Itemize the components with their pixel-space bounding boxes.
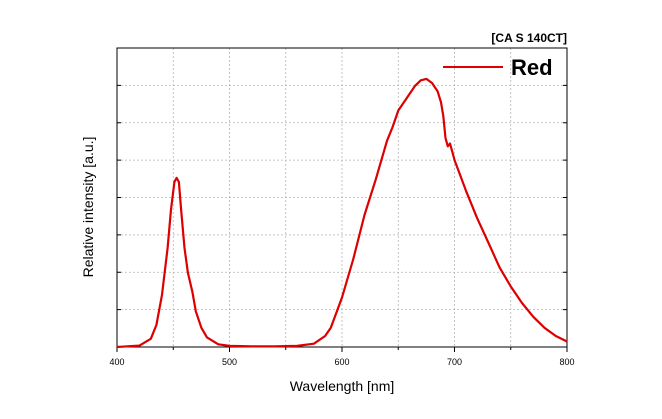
- axis-ticks: [116, 84, 568, 352]
- x-tick-label: 500: [222, 357, 237, 367]
- x-tick-label: 700: [447, 357, 462, 367]
- legend: Red: [443, 55, 553, 80]
- x-tick-label: 800: [559, 357, 574, 367]
- instrument-label: [CA S 140CT]: [491, 31, 567, 45]
- x-tick-labels: 400 500 600 700 800: [109, 357, 574, 367]
- x-tick-label: 400: [109, 357, 124, 367]
- grid: [117, 48, 567, 347]
- x-axis-title: Wavelength [nm]: [290, 378, 395, 394]
- y-axis-title: Relative intensity [a.u.]: [80, 137, 96, 278]
- series-line-red: [116, 77, 568, 349]
- legend-label-red: Red: [511, 55, 553, 80]
- x-tick-label: 600: [334, 357, 349, 367]
